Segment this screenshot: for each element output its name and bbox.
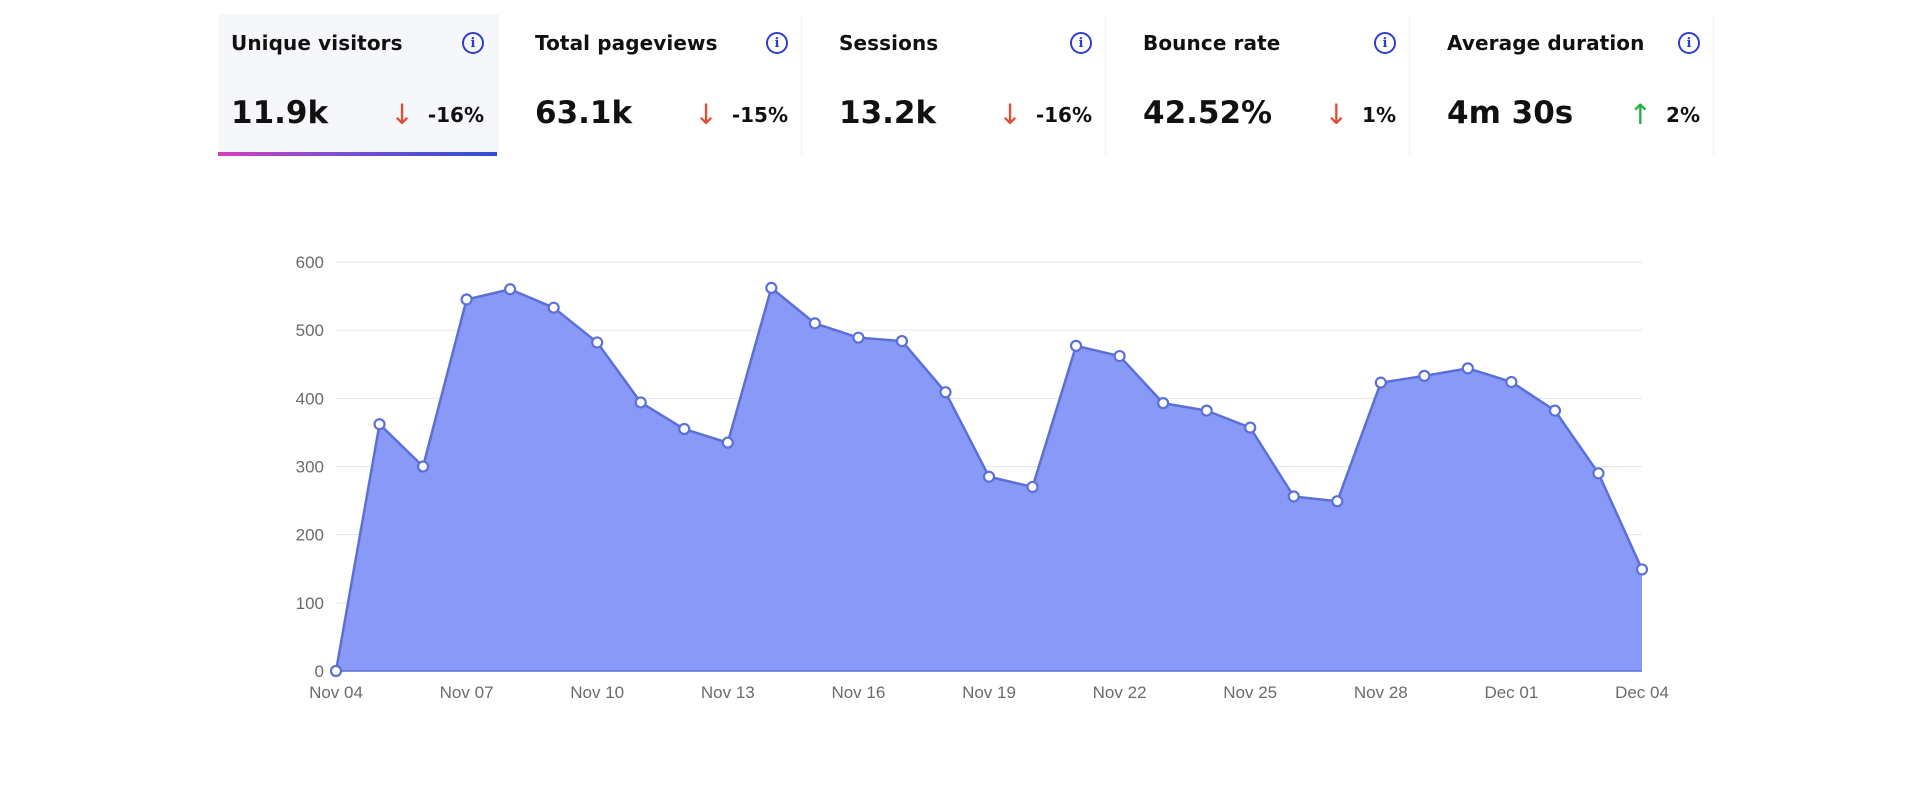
x-tick-label: Nov 22 (1093, 683, 1147, 702)
data-point (982, 470, 996, 483)
metric-change: ↓ -15% (694, 101, 788, 129)
data-point (1026, 480, 1039, 494)
y-tick-label: 500 (296, 321, 324, 340)
metric-card-average-duration[interactable]: Average duration i 4m 30s ↑ 2% (1434, 14, 1714, 156)
info-icon[interactable]: i (766, 32, 788, 54)
metric-card-bounce-rate[interactable]: Bounce rate i 42.52% ↓ 1% (1130, 14, 1410, 156)
metric-card-total-pageviews[interactable]: Total pageviews i 63.1k ↓ -15% (522, 14, 802, 156)
data-point (808, 317, 821, 330)
x-tick-label: Nov 25 (1223, 683, 1277, 702)
arrow-up-icon: ↑ (1628, 98, 1653, 131)
metric-label: Sessions (839, 31, 939, 55)
info-icon[interactable]: i (1070, 32, 1092, 54)
metric-value: 13.2k (839, 95, 937, 131)
y-tick-label: 0 (315, 662, 324, 681)
arrow-down-icon: ↓ (1324, 98, 1349, 131)
data-point (1113, 349, 1126, 363)
metric-change-text: 1% (1362, 103, 1396, 127)
data-point (721, 436, 734, 449)
metrics-bar: Unique visitors i 11.9k ↓ -16% Total pag… (218, 14, 1718, 156)
data-point (460, 293, 473, 306)
x-tick-label: Nov 07 (440, 683, 494, 702)
x-tick-label: Dec 04 (1615, 683, 1669, 702)
metric-change: ↑ 2% (1629, 101, 1700, 129)
y-tick-label: 100 (296, 594, 324, 613)
metric-change-text: -16% (427, 103, 484, 127)
data-point (1635, 563, 1649, 576)
arrow-down-icon: ↓ (694, 98, 718, 131)
data-point (895, 334, 909, 348)
metric-value: 42.52% (1143, 95, 1273, 131)
data-point (1374, 376, 1387, 389)
info-icon[interactable]: i (462, 32, 484, 54)
area-fill (336, 287, 1642, 671)
data-point (1069, 339, 1083, 352)
data-point (416, 460, 430, 473)
data-point (1244, 421, 1257, 434)
x-tick-label: Nov 16 (831, 683, 885, 702)
metric-card-unique-visitors[interactable]: Unique visitors i 11.9k ↓ -16% (218, 14, 498, 156)
data-point (1418, 369, 1431, 382)
metric-value: 4m 30s (1447, 95, 1574, 131)
y-tick-label: 200 (296, 526, 324, 545)
x-tick-label: Nov 19 (962, 683, 1016, 702)
data-point (329, 664, 343, 678)
metric-change: ↓ -16% (390, 101, 484, 129)
metric-change: ↓ -16% (998, 101, 1092, 129)
x-tick-label: Nov 10 (570, 683, 624, 702)
data-point (1548, 404, 1562, 417)
metric-value: 11.9k (231, 95, 329, 131)
metric-label: Bounce rate (1143, 31, 1281, 55)
data-point (634, 396, 647, 409)
y-tick-label: 600 (296, 253, 324, 272)
metric-change: ↓ 1% (1325, 101, 1396, 129)
metric-label: Unique visitors (231, 31, 403, 55)
y-tick-label: 400 (296, 389, 324, 408)
data-point (1200, 404, 1213, 417)
data-point (1287, 490, 1300, 503)
arrow-down-icon: ↓ (998, 98, 1022, 131)
data-point (852, 331, 865, 344)
metric-change-text: 2% (1666, 103, 1700, 127)
metric-label: Total pageviews (535, 31, 718, 55)
data-point (939, 386, 952, 399)
metric-change-text: -15% (731, 103, 788, 127)
data-point (591, 336, 604, 349)
series-line (334, 286, 1644, 672)
metric-change-text: -16% (1035, 103, 1092, 127)
info-icon[interactable]: i (1678, 32, 1700, 54)
info-icon[interactable]: i (1374, 32, 1396, 54)
metric-card-sessions[interactable]: Sessions i 13.2k ↓ -16% (826, 14, 1106, 156)
metric-value: 63.1k (535, 95, 633, 131)
data-point (1331, 495, 1344, 508)
data-point (1461, 362, 1474, 375)
metric-label: Average duration (1447, 31, 1645, 55)
data-point (547, 301, 560, 314)
x-tick-label: Nov 28 (1354, 683, 1408, 702)
data-point (504, 283, 517, 296)
y-tick-label: 300 (296, 458, 324, 477)
data-point (1592, 467, 1605, 480)
x-tick-label: Dec 01 (1484, 683, 1538, 702)
arrow-down-icon: ↓ (390, 98, 414, 131)
data-point (1505, 375, 1518, 389)
x-tick-label: Nov 13 (701, 683, 755, 702)
data-point (373, 418, 386, 431)
x-tick-label: Nov 04 (309, 683, 363, 702)
data-point (1157, 397, 1170, 410)
data-point (765, 281, 778, 295)
data-point (678, 422, 691, 436)
